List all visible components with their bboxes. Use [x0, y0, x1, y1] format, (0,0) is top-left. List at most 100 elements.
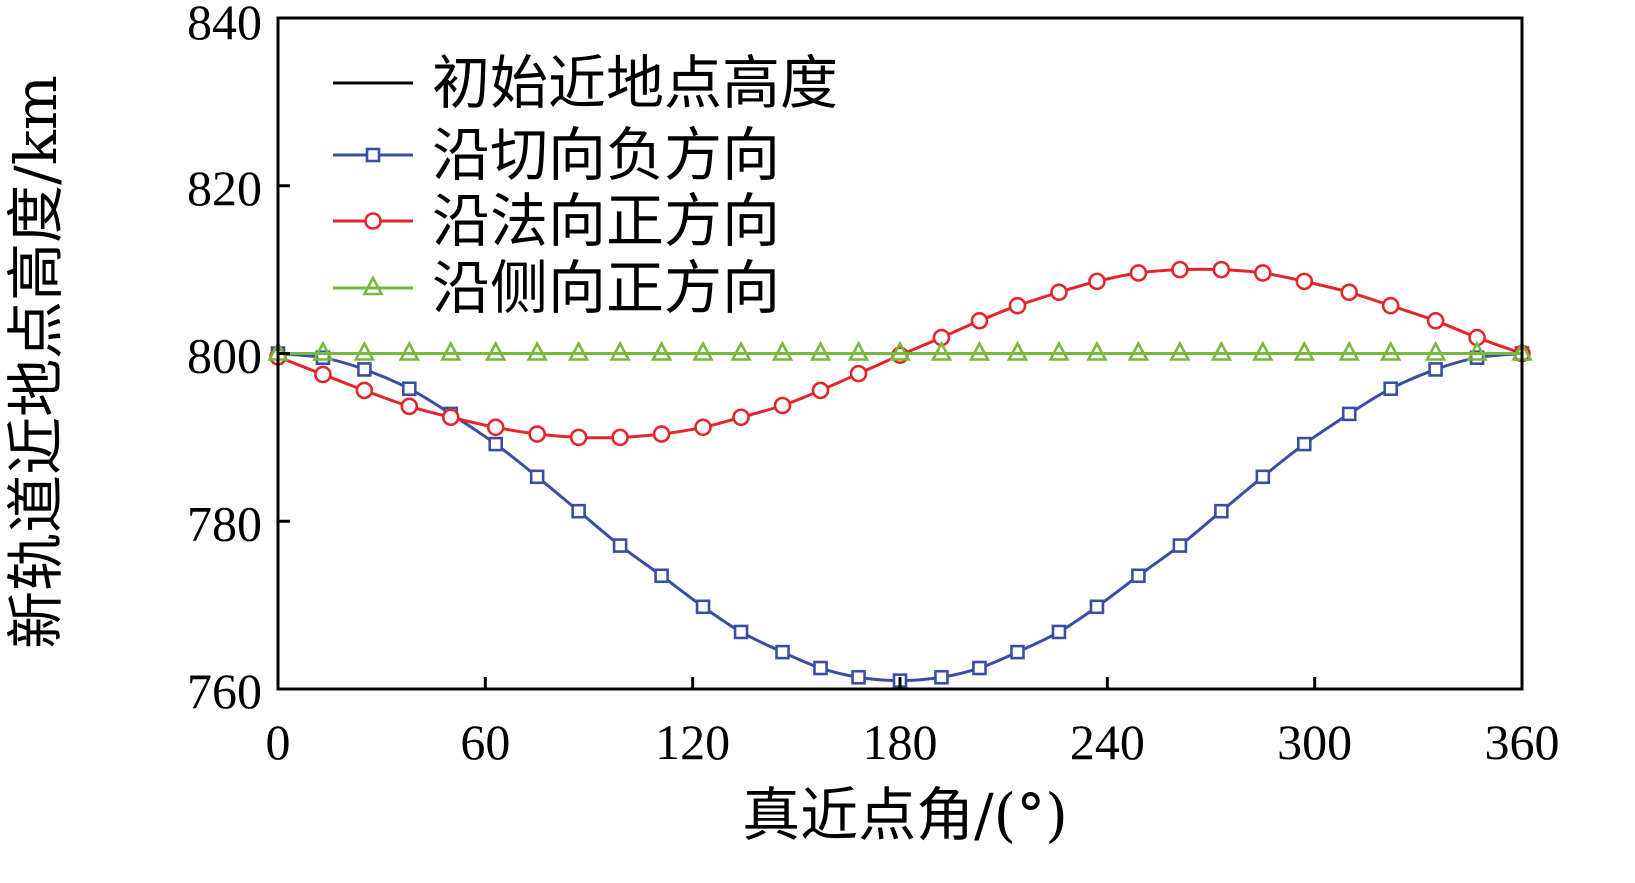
- data-point-circle: [1129, 264, 1148, 282]
- data-point-triangle: [1293, 340, 1315, 361]
- data-point-triangle: [847, 340, 870, 361]
- data-point-circle: [441, 408, 460, 427]
- data-point-square: [851, 669, 866, 685]
- data-point-circle: [400, 397, 419, 416]
- data-point-square: [1255, 469, 1271, 485]
- data-point-circle: [694, 418, 712, 437]
- data-point-triangle: [526, 340, 548, 361]
- series-3: [267, 340, 1533, 361]
- data-point-circle: [528, 425, 546, 443]
- data-point-circle: [1171, 260, 1189, 279]
- data-point-triangle: [1086, 340, 1108, 361]
- data-point-triangle: [567, 340, 590, 361]
- data-point-triangle: [1169, 340, 1191, 361]
- legend-marker-triangle: [362, 275, 384, 296]
- data-point-square: [1131, 568, 1146, 584]
- data-point-triangle: [889, 340, 911, 361]
- data-point-triangle: [730, 340, 752, 361]
- data-point-triangle: [1210, 340, 1233, 361]
- x-tick-label: 60: [460, 714, 510, 770]
- data-point-circle: [314, 365, 332, 384]
- data-point-circle: [1254, 264, 1272, 282]
- data-point-circle: [773, 396, 792, 415]
- data-point-triangle: [440, 340, 462, 361]
- data-point-square: [1089, 599, 1105, 615]
- legend-label: 沿法向正方向: [432, 187, 780, 255]
- axis-ticks: 0 60 120 180 240 300 360 760 780 800 820 840: [187, 0, 1560, 770]
- x-tick-label: 360: [1485, 714, 1560, 770]
- data-point-circle: [355, 381, 374, 400]
- data-point-circle: [970, 311, 989, 330]
- data-point-triangle: [650, 340, 673, 361]
- data-point-triangle: [1252, 340, 1274, 361]
- data-point-square: [488, 436, 504, 452]
- data-point-triangle: [930, 340, 953, 361]
- data-point-circle: [732, 408, 750, 427]
- data-point-circle: [1088, 272, 1106, 291]
- data-point-square: [972, 660, 987, 676]
- data-point-square: [1214, 503, 1229, 519]
- x-tick-label: 120: [655, 714, 730, 770]
- data-point-triangle: [1127, 340, 1150, 361]
- data-point-square: [654, 568, 669, 584]
- data-point-circle: [849, 364, 868, 383]
- data-point-triangle: [1380, 340, 1402, 361]
- data-point-triangle: [809, 340, 832, 361]
- x-tick-label: 300: [1277, 714, 1352, 770]
- y-tick-label: 760: [187, 663, 262, 719]
- y-tick-label: 840: [187, 0, 262, 50]
- data-point-triangle: [1338, 340, 1360, 361]
- data-point-circle: [569, 428, 588, 447]
- data-point-square: [1010, 644, 1025, 660]
- data-point-square: [402, 381, 417, 397]
- data-point-triangle: [485, 340, 507, 361]
- data-point-circle: [611, 428, 629, 447]
- y-tick-label: 800: [187, 328, 262, 384]
- data-point-circle: [652, 425, 671, 443]
- legend-label: 沿切向负方向: [432, 121, 780, 189]
- y-tick-label: 820: [187, 160, 262, 216]
- data-point-circle: [1340, 283, 1359, 302]
- data-point-circle: [1212, 260, 1231, 279]
- data-point-square: [813, 660, 828, 676]
- legend-swatch: [333, 147, 413, 163]
- data-point-square: [775, 644, 790, 660]
- data-point-square: [934, 669, 949, 685]
- data-point-square: [695, 599, 711, 615]
- data-point-circle: [1050, 283, 1068, 302]
- data-point-square: [1383, 381, 1398, 397]
- legend-swatch: [333, 275, 413, 296]
- x-axis-label: 真近点角/(°): [742, 781, 1068, 849]
- data-point-triangle: [1048, 340, 1070, 361]
- x-tick-label: 180: [863, 714, 938, 770]
- data-point-triangle: [771, 340, 794, 361]
- data-point-triangle: [968, 340, 991, 361]
- data-point-square: [1341, 406, 1357, 422]
- y-tick-label: 780: [187, 495, 262, 551]
- data-point-square: [1172, 538, 1188, 553]
- data-point-circle: [811, 381, 830, 400]
- legend-swatch: [333, 212, 413, 230]
- data-point-square: [1051, 624, 1067, 640]
- legend-item-lateral-positive: 沿侧向正方向: [333, 254, 780, 322]
- data-point-square: [529, 469, 545, 485]
- legend-marker-square: [365, 147, 381, 163]
- data-point-triangle: [692, 340, 714, 361]
- data-point-triangle: [1466, 340, 1488, 361]
- data-point-triangle: [609, 340, 631, 361]
- data-point-square: [357, 362, 372, 377]
- data-point-triangle: [353, 340, 376, 361]
- data-point-circle: [1426, 311, 1445, 330]
- data-point-square: [612, 538, 628, 553]
- y-axis-label: 新轨道近地点高度/km: [2, 75, 70, 649]
- data-point-triangle: [1424, 340, 1447, 361]
- data-point-circle: [1008, 296, 1027, 315]
- legend: 初始近地点高度 沿切向负方向 沿法向正方向 沿侧向正方向: [333, 49, 838, 322]
- legend-label: 沿侧向正方向: [432, 254, 780, 322]
- legend-marker-circle: [364, 212, 382, 230]
- data-point-square: [733, 624, 749, 640]
- data-point-circle: [1381, 296, 1400, 315]
- data-point-triangle: [1006, 340, 1029, 361]
- data-point-circle: [1295, 272, 1314, 291]
